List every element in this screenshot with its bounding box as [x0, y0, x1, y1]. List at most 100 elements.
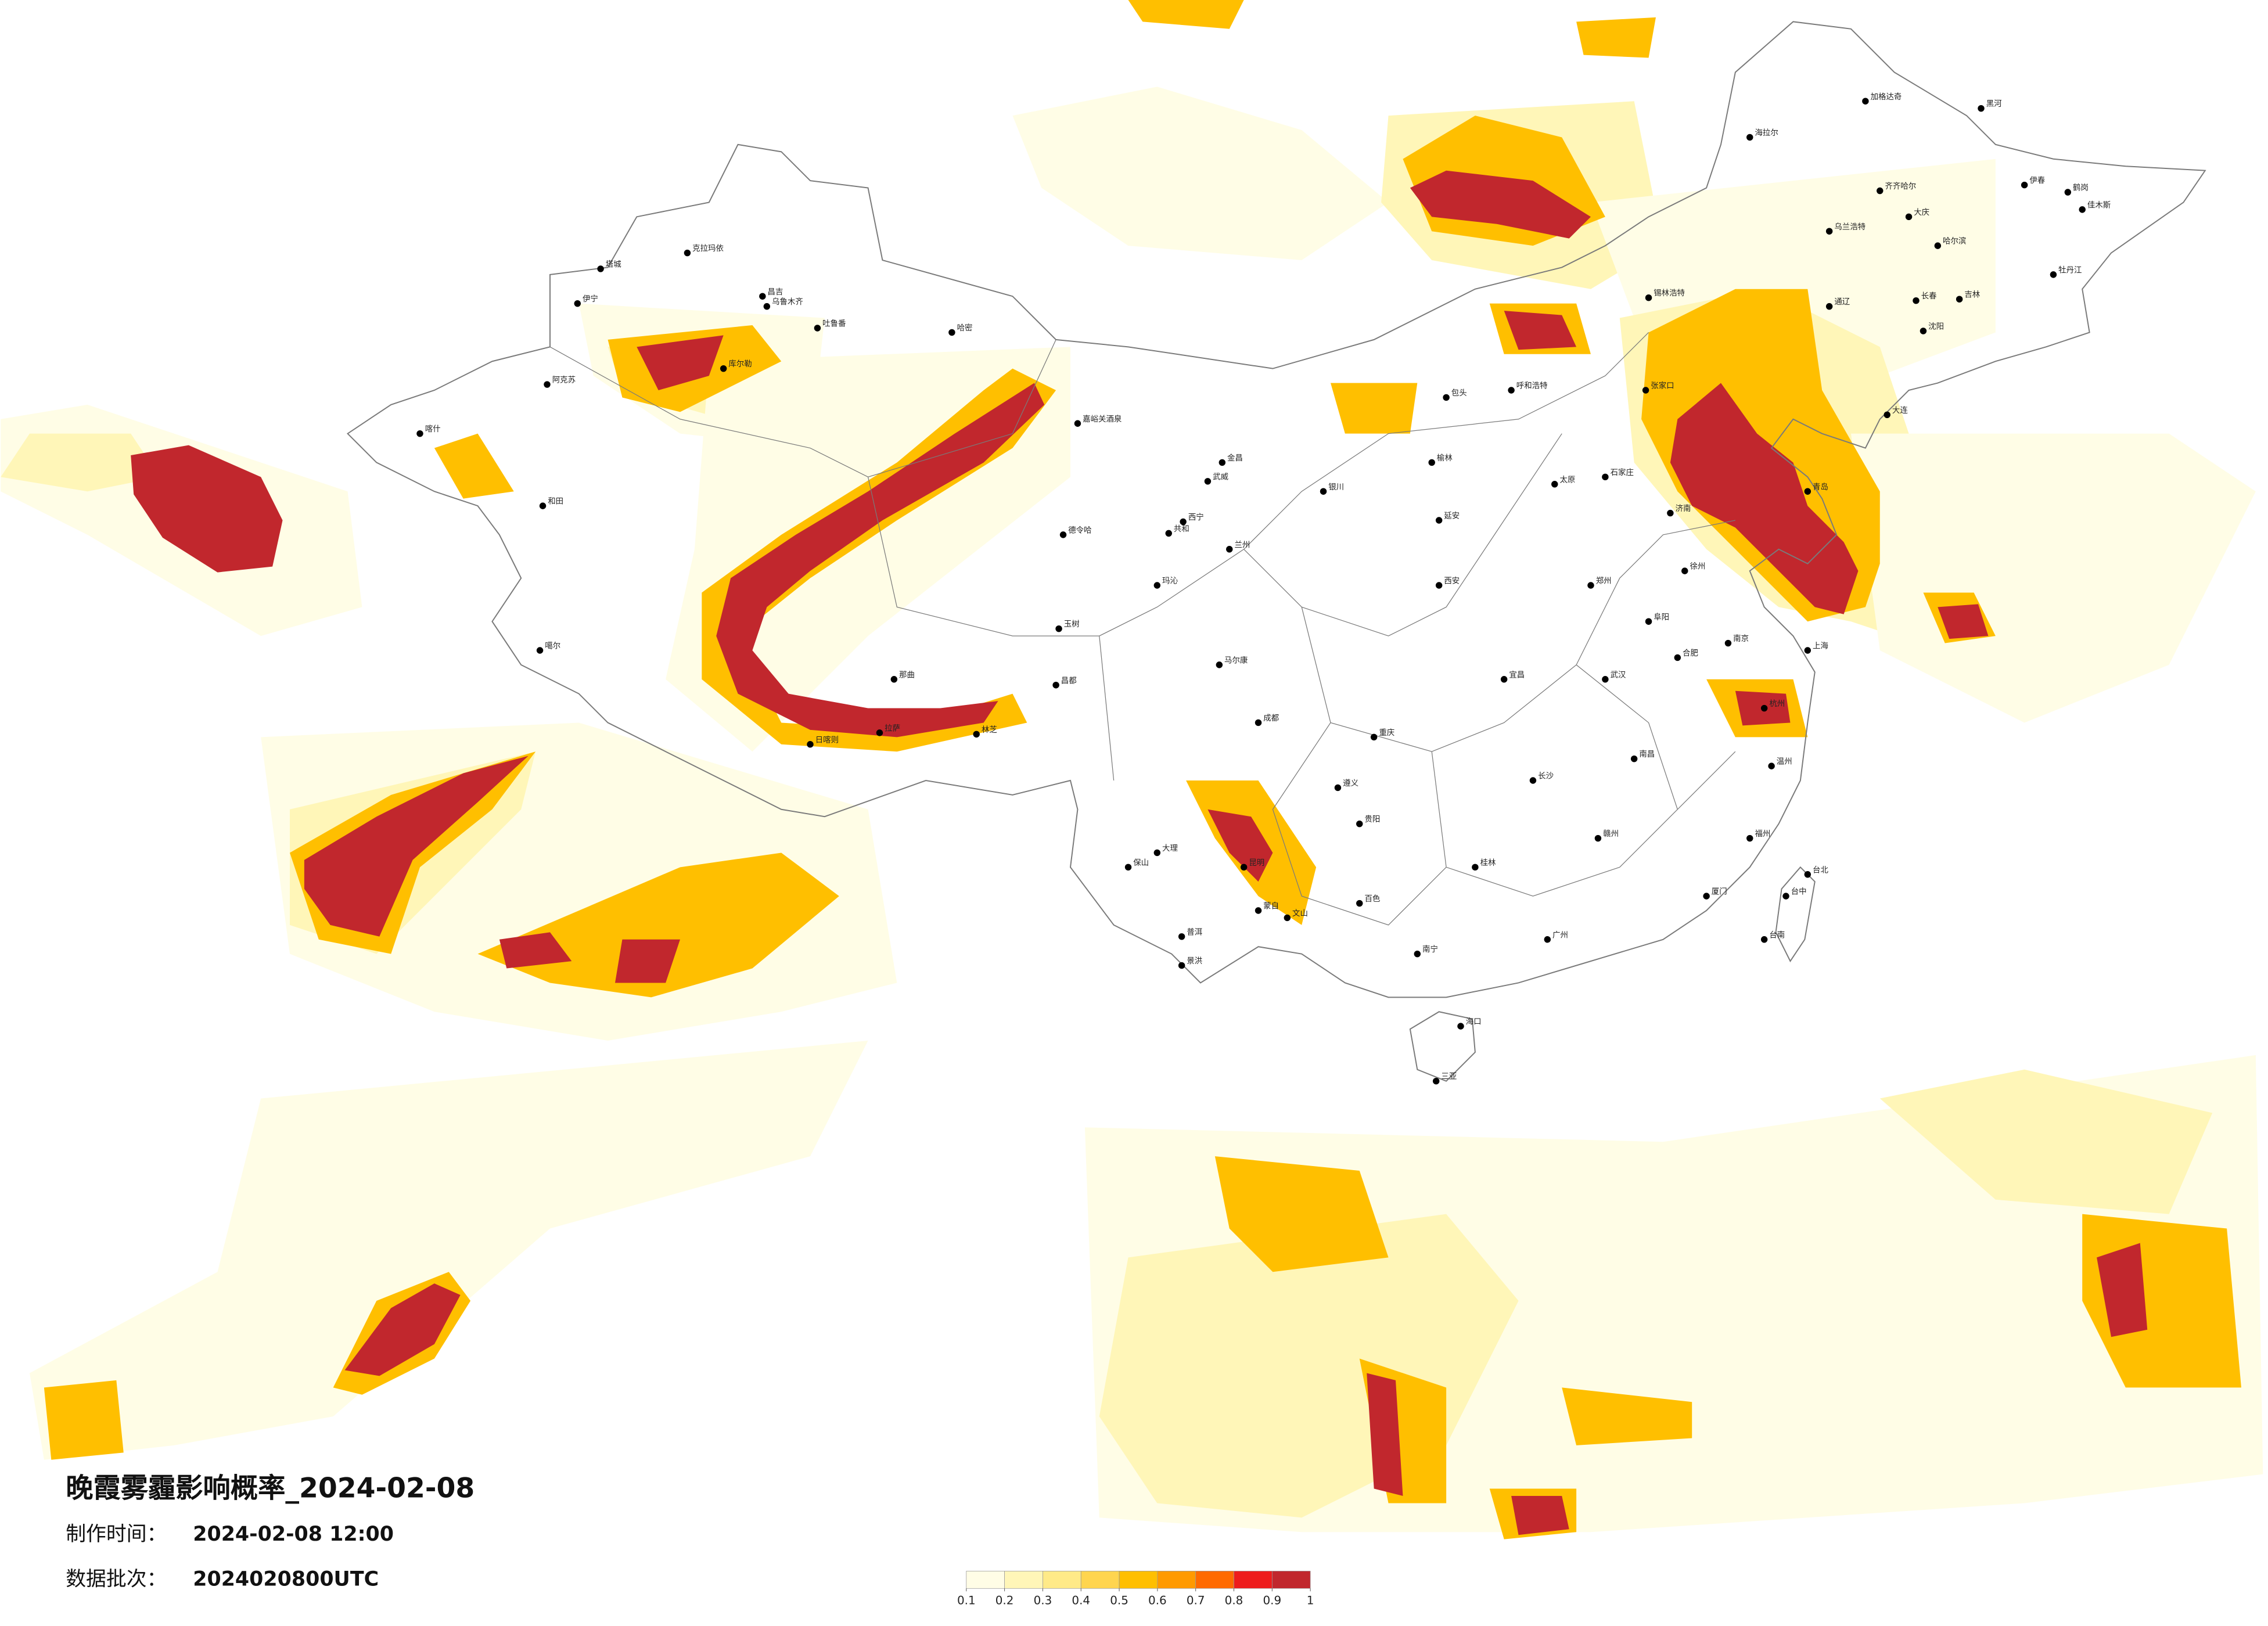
- city-label: 太原: [1559, 475, 1575, 484]
- city-dot: [1219, 459, 1226, 466]
- city-label: 库尔勒: [728, 359, 752, 369]
- city-dot: [1226, 546, 1233, 553]
- probability-area: [637, 335, 724, 390]
- city-dot: [536, 647, 544, 654]
- city-dot: [1443, 394, 1450, 401]
- city-dot: [1414, 950, 1421, 958]
- probability-area: [499, 932, 572, 969]
- city-dot: [1432, 1077, 1440, 1085]
- city-dot: [1255, 907, 1262, 914]
- city-dot: [876, 729, 883, 736]
- city-dot: [1240, 864, 1248, 871]
- city-dot: [1703, 893, 1710, 900]
- city-dot: [1052, 682, 1059, 689]
- legend-swatch: [1043, 1571, 1081, 1589]
- city-dot: [1642, 387, 1649, 394]
- city-label: 长春: [1921, 292, 1937, 301]
- city-dot: [1746, 834, 1753, 842]
- city-label: 海拉尔: [1755, 128, 1778, 138]
- city-label: 温州: [1777, 757, 1792, 767]
- city-dot: [1768, 762, 1775, 769]
- city-dot: [1760, 704, 1768, 712]
- city-label: 哈尔滨: [1943, 237, 1966, 246]
- probability-area: [1128, 0, 1244, 29]
- city-dot: [1435, 517, 1443, 524]
- city-label: 噶尔: [545, 642, 560, 651]
- city-label: 宜昌: [1509, 670, 1525, 679]
- city-label: 青岛: [1813, 483, 1828, 492]
- probability-area: [1367, 1373, 1403, 1496]
- city-label: 黑河: [1986, 99, 2002, 109]
- city-label: 吉林: [1964, 290, 1980, 300]
- probability-area: [29, 1041, 868, 1460]
- city-dot: [2064, 189, 2072, 196]
- probability-area: [1214, 1156, 1389, 1272]
- batch-value: 2024020800UTC: [193, 1567, 379, 1591]
- city-dot: [1500, 676, 1508, 683]
- city-dot: [759, 293, 766, 300]
- city-dot: [1529, 777, 1537, 784]
- legend-swatch: [1234, 1571, 1273, 1589]
- city-label: 伊春: [2029, 176, 2045, 185]
- city-dot: [2050, 271, 2057, 278]
- city-dot: [1804, 871, 1811, 878]
- city-label: 西安: [1444, 577, 1460, 586]
- probability-area: [344, 1283, 461, 1376]
- probability-area: [1511, 1496, 1569, 1535]
- city-dot: [1884, 411, 1890, 419]
- city-label: 玛沁: [1162, 577, 1178, 586]
- province-border: [549, 332, 1736, 926]
- city-dot: [1674, 654, 1681, 661]
- probability-area: [1410, 170, 1591, 239]
- city-label: 吐鲁番: [822, 319, 846, 329]
- legend-tick-label: 0.4: [1072, 1594, 1090, 1607]
- city-label: 武汉: [1611, 670, 1626, 679]
- city-dot: [1630, 755, 1638, 762]
- city-label: 三亚: [1441, 1073, 1457, 1081]
- city-dot: [1645, 294, 1652, 301]
- city-label: 上海: [1813, 642, 1828, 651]
- city-dot: [1920, 328, 1927, 334]
- legend-tick-label: 0.3: [1034, 1594, 1052, 1607]
- city-label: 呼和浩特: [1516, 382, 1548, 391]
- city-dot: [1356, 900, 1363, 907]
- borders: [346, 21, 2206, 1082]
- city-dot: [807, 741, 814, 748]
- city-dot: [1059, 531, 1067, 538]
- legend-tick-label: 0.1: [957, 1594, 976, 1607]
- city-dot: [1681, 567, 1688, 574]
- legend-swatch: [1271, 1571, 1311, 1589]
- city-dot: [890, 676, 898, 683]
- city-label: 林芝: [982, 725, 997, 735]
- city-label: 阜阳: [1654, 612, 1669, 622]
- city-dot: [1457, 1023, 1464, 1030]
- city-label: 喀什: [425, 425, 441, 434]
- city-label: 普洱: [1187, 927, 1202, 937]
- probability-area: [1012, 87, 1389, 261]
- legend-swatch: [1157, 1571, 1196, 1589]
- city-label: 石家庄: [1611, 467, 1634, 477]
- city-label: 桂林: [1480, 858, 1496, 868]
- city-label: 哈密: [957, 323, 973, 333]
- probability-area: [434, 433, 514, 499]
- legend-tick-label: 0.7: [1187, 1594, 1205, 1607]
- city-dot: [1153, 582, 1161, 589]
- city-label: 银川: [1328, 483, 1344, 492]
- legend-tick-label: 0.2: [995, 1594, 1014, 1607]
- city-dot: [973, 731, 980, 738]
- city-dot: [1178, 933, 1185, 940]
- city-label: 延安: [1444, 512, 1460, 521]
- city-label: 那曲: [899, 670, 915, 679]
- probability-area: [1504, 311, 1577, 350]
- probability-area: [1207, 809, 1273, 882]
- city-dot: [2021, 181, 2028, 189]
- probability-area: [1576, 17, 1656, 58]
- city-label: 马尔康: [1224, 655, 1248, 665]
- probability-area: [1670, 383, 1859, 614]
- city-label: 大庆: [1914, 208, 1929, 217]
- city-dot: [1594, 834, 1602, 842]
- city-label: 加格达奇: [1871, 92, 1902, 102]
- city-label: 佳木斯: [2087, 200, 2111, 210]
- city-label: 贵阳: [1364, 815, 1380, 824]
